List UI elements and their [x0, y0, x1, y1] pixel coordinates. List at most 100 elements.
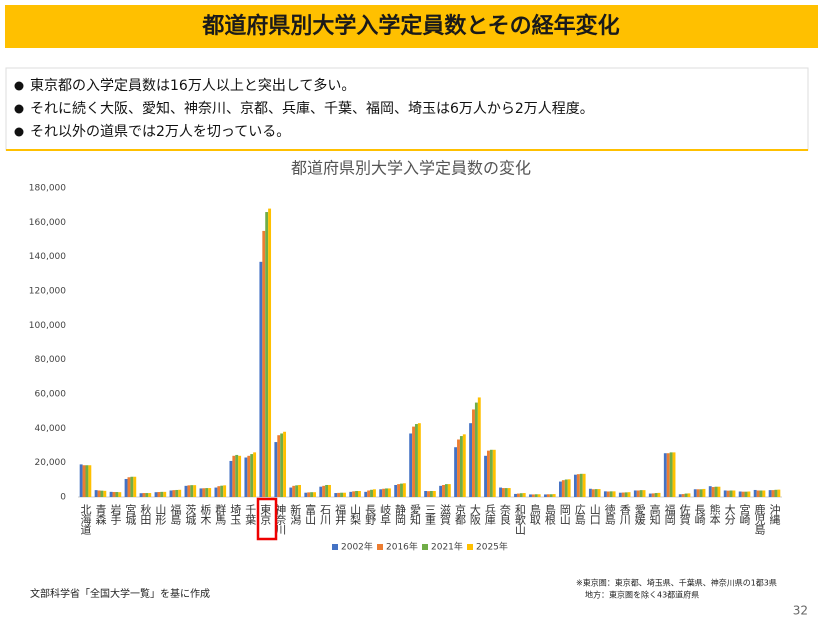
x-tick-label: 福井 [334, 503, 347, 526]
y-tick-label: 20,000 [35, 458, 67, 468]
x-tick-label: 岡山 [558, 504, 571, 525]
bar [337, 492, 341, 497]
bar [744, 491, 748, 497]
bar [729, 490, 733, 497]
bar [672, 452, 676, 497]
bar [334, 493, 338, 497]
bar [492, 449, 496, 497]
bar [462, 434, 466, 497]
bar [115, 492, 119, 497]
bar [103, 490, 107, 497]
bar [741, 491, 745, 497]
bar [190, 485, 194, 497]
bar [564, 479, 568, 497]
bar [609, 491, 613, 497]
bar [298, 484, 301, 497]
bar [310, 492, 314, 497]
x-tick-label: 山口 [588, 504, 601, 525]
y-tick-label: 60,000 [35, 390, 67, 400]
bar [771, 490, 775, 497]
bar [457, 439, 460, 497]
bar [304, 492, 308, 497]
bar [693, 489, 697, 497]
bar [687, 493, 691, 497]
x-tick-label: 大分 [723, 503, 736, 525]
bar [753, 489, 757, 497]
y-tick-label: 140,000 [29, 252, 66, 262]
bar [621, 492, 625, 497]
bar [340, 492, 344, 497]
bar [283, 431, 287, 497]
bar [582, 473, 586, 497]
bar [669, 452, 673, 497]
bar [229, 460, 233, 497]
bar [85, 465, 89, 497]
bar [544, 494, 547, 497]
x-tick-label: 大阪 [468, 503, 481, 526]
bar [591, 489, 595, 497]
bar [442, 484, 445, 497]
bar [567, 479, 571, 497]
bar [133, 476, 137, 497]
bar [624, 492, 628, 497]
x-tick-label: 石川 [319, 504, 332, 525]
bar [747, 491, 751, 497]
x-tick-label: 鹿児島 [753, 503, 766, 536]
bar [328, 484, 331, 497]
bar [343, 492, 346, 497]
bar [118, 492, 122, 497]
x-tick-label: 千葉 [244, 504, 257, 525]
bar [247, 455, 251, 497]
bar [220, 485, 224, 497]
x-tick-label: 佐賀 [678, 503, 691, 526]
x-tick-label: 静岡 [394, 503, 407, 526]
x-tick-label: 岩手 [109, 503, 122, 526]
x-tick-label: 山形 [154, 504, 167, 526]
bullet-text: それに続く大阪、愛知、神奈川、京都、兵庫、千葉、福岡、埼玉は6万人から2万人程度… [30, 100, 594, 117]
bar [469, 423, 473, 497]
x-tick-label: 北海道 [79, 504, 92, 535]
bar [352, 491, 356, 497]
bar [499, 487, 502, 497]
bar [606, 491, 610, 497]
bar [235, 454, 239, 497]
bar [507, 488, 511, 497]
page-number: 32 [793, 604, 808, 618]
bar [289, 487, 293, 497]
bar [322, 485, 326, 497]
bar [280, 433, 284, 497]
bar [157, 492, 161, 497]
bar [546, 494, 550, 497]
bar [250, 454, 254, 497]
bar [633, 490, 637, 497]
x-tick-label: 東京 [259, 504, 272, 526]
bar [400, 483, 403, 497]
bar [427, 491, 430, 497]
x-tick-label: 愛知 [409, 504, 422, 526]
legend-swatch [467, 544, 473, 550]
bar [424, 490, 428, 497]
bar [88, 465, 92, 497]
bar [259, 261, 263, 497]
bar [319, 486, 323, 497]
x-tick-label: 茨城 [184, 503, 197, 525]
bar [702, 488, 706, 497]
bar [163, 491, 167, 497]
bar [394, 484, 398, 497]
bar [516, 493, 520, 497]
bar [145, 493, 149, 497]
bar [199, 488, 203, 497]
bar [579, 473, 583, 497]
bar [519, 493, 523, 497]
bar [175, 489, 179, 497]
bar [738, 491, 742, 497]
bar [537, 494, 541, 497]
bar [484, 455, 488, 497]
bar [534, 494, 538, 497]
x-tick-label: 秋田 [139, 503, 152, 525]
bar [696, 489, 700, 497]
bar [439, 485, 443, 497]
bar [154, 492, 158, 497]
x-tick-label: 島根 [543, 503, 556, 526]
